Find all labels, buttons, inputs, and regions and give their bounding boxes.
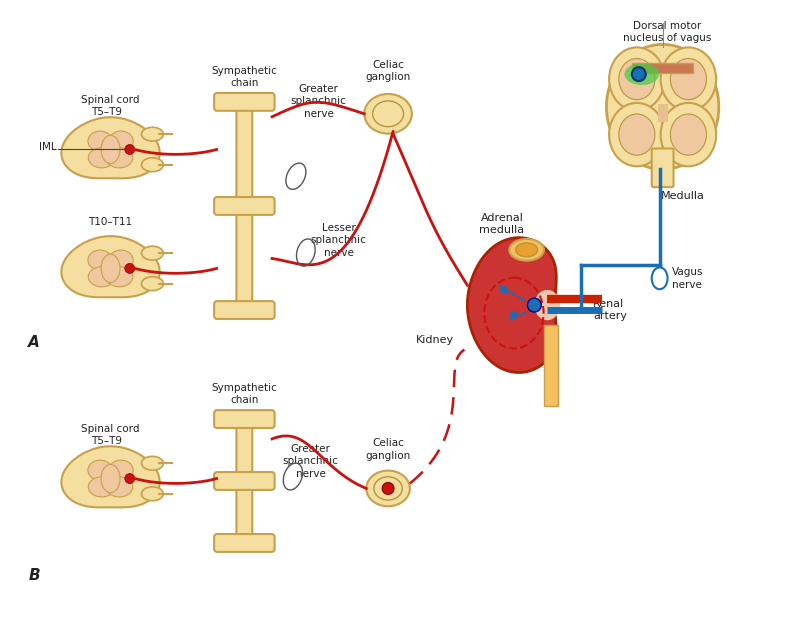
Ellipse shape bbox=[509, 239, 544, 261]
Text: Adrenal
medulla: Adrenal medulla bbox=[478, 213, 524, 235]
FancyBboxPatch shape bbox=[214, 301, 275, 319]
Text: Sympathetic
chain: Sympathetic chain bbox=[211, 65, 277, 88]
Ellipse shape bbox=[106, 267, 133, 287]
Text: T10–T11: T10–T11 bbox=[88, 217, 132, 227]
Ellipse shape bbox=[88, 477, 116, 497]
Ellipse shape bbox=[142, 487, 163, 501]
Ellipse shape bbox=[609, 103, 664, 166]
Ellipse shape bbox=[109, 131, 133, 151]
Bar bbox=[657, 104, 668, 122]
FancyBboxPatch shape bbox=[652, 148, 673, 187]
Text: B: B bbox=[29, 568, 40, 583]
Text: Vagus
nerve: Vagus nerve bbox=[672, 267, 703, 290]
Text: Celiac
ganglion: Celiac ganglion bbox=[365, 438, 411, 461]
Circle shape bbox=[125, 144, 135, 154]
Circle shape bbox=[125, 264, 135, 273]
FancyBboxPatch shape bbox=[214, 472, 275, 490]
Text: T5–T9: T5–T9 bbox=[91, 436, 122, 446]
Ellipse shape bbox=[516, 243, 538, 257]
Ellipse shape bbox=[106, 148, 133, 168]
Ellipse shape bbox=[670, 114, 706, 155]
Text: Kidney: Kidney bbox=[417, 335, 455, 345]
FancyBboxPatch shape bbox=[237, 100, 253, 312]
Ellipse shape bbox=[661, 47, 716, 111]
Text: Greater
splanchnic
nerve: Greater splanchnic nerve bbox=[283, 444, 339, 479]
Ellipse shape bbox=[619, 58, 655, 100]
Ellipse shape bbox=[142, 457, 163, 470]
Text: Spinal cord: Spinal cord bbox=[82, 95, 140, 105]
Ellipse shape bbox=[364, 94, 412, 134]
FancyBboxPatch shape bbox=[214, 197, 275, 215]
Ellipse shape bbox=[619, 114, 655, 155]
Ellipse shape bbox=[142, 277, 163, 291]
Polygon shape bbox=[62, 117, 160, 178]
Ellipse shape bbox=[88, 148, 116, 168]
Ellipse shape bbox=[106, 477, 133, 497]
Ellipse shape bbox=[142, 246, 163, 260]
Text: Spinal cord: Spinal cord bbox=[82, 424, 140, 434]
FancyBboxPatch shape bbox=[214, 410, 275, 428]
Ellipse shape bbox=[88, 131, 112, 151]
Circle shape bbox=[382, 482, 394, 494]
Ellipse shape bbox=[624, 63, 659, 85]
Text: Medulla: Medulla bbox=[661, 191, 704, 201]
Circle shape bbox=[510, 311, 518, 319]
Ellipse shape bbox=[88, 460, 112, 480]
Text: Renal
artery: Renal artery bbox=[593, 299, 627, 321]
Ellipse shape bbox=[366, 470, 410, 506]
Text: Celiac
ganglion: Celiac ganglion bbox=[365, 60, 411, 82]
Ellipse shape bbox=[88, 250, 112, 270]
Polygon shape bbox=[467, 237, 556, 372]
Circle shape bbox=[527, 298, 541, 312]
Circle shape bbox=[125, 474, 135, 484]
Ellipse shape bbox=[109, 250, 133, 270]
Ellipse shape bbox=[535, 290, 560, 320]
Polygon shape bbox=[62, 236, 160, 297]
Ellipse shape bbox=[101, 136, 120, 163]
Text: Sympathetic
chain: Sympathetic chain bbox=[211, 383, 277, 405]
FancyBboxPatch shape bbox=[214, 534, 275, 552]
Circle shape bbox=[500, 286, 508, 294]
Text: Dorsal motor
nucleus of vagus: Dorsal motor nucleus of vagus bbox=[623, 21, 712, 43]
Circle shape bbox=[632, 67, 645, 81]
Polygon shape bbox=[544, 325, 558, 406]
Ellipse shape bbox=[607, 45, 719, 170]
Text: A: A bbox=[29, 335, 40, 350]
Ellipse shape bbox=[661, 103, 716, 166]
FancyBboxPatch shape bbox=[237, 417, 253, 545]
Bar bbox=[632, 63, 693, 73]
Ellipse shape bbox=[109, 460, 133, 480]
Text: IML: IML bbox=[40, 143, 57, 153]
Ellipse shape bbox=[142, 127, 163, 141]
Ellipse shape bbox=[142, 158, 163, 171]
Ellipse shape bbox=[101, 465, 120, 492]
Polygon shape bbox=[62, 447, 160, 507]
Text: T5–T9: T5–T9 bbox=[91, 107, 122, 117]
Ellipse shape bbox=[88, 267, 116, 287]
Ellipse shape bbox=[609, 47, 664, 111]
Ellipse shape bbox=[101, 254, 120, 283]
FancyBboxPatch shape bbox=[214, 93, 275, 111]
Text: Lesser
splanchnic
nerve: Lesser splanchnic nerve bbox=[310, 223, 367, 257]
Text: Greater
splanchnic
nerve: Greater splanchnic nerve bbox=[291, 84, 347, 119]
Ellipse shape bbox=[670, 58, 706, 100]
